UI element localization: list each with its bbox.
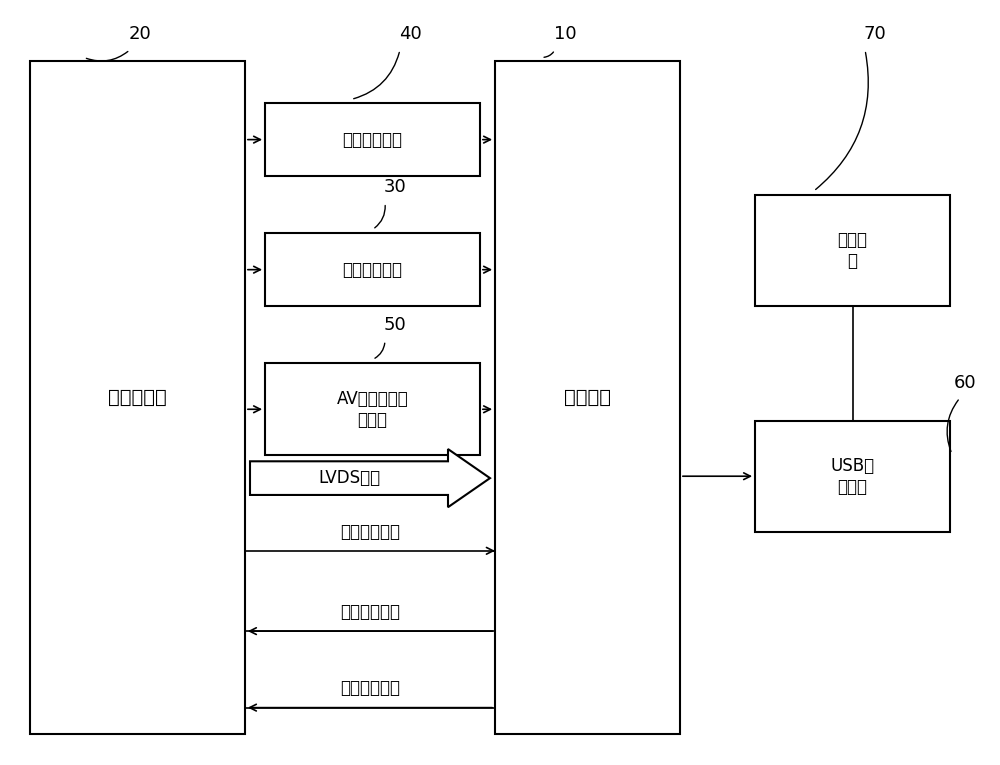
Bar xyxy=(265,103,480,176)
Text: 30: 30 xyxy=(384,178,406,197)
Text: AV输出信号采
集电路: AV输出信号采 集电路 xyxy=(337,390,408,428)
Bar xyxy=(495,61,680,734)
Text: 50: 50 xyxy=(384,316,406,334)
Text: 电视机机芯: 电视机机芯 xyxy=(108,389,167,407)
Text: 脉宽调制信号: 脉宽调制信号 xyxy=(340,522,400,541)
Text: 控制模块: 控制模块 xyxy=(564,389,611,407)
Text: 音频采集电路: 音频采集电路 xyxy=(342,131,402,148)
Text: USB传
输电路: USB传 输电路 xyxy=(830,457,875,496)
Bar xyxy=(30,61,245,734)
Bar xyxy=(755,195,950,306)
Text: 标准视频信号: 标准视频信号 xyxy=(340,679,400,698)
Text: 20: 20 xyxy=(129,25,151,44)
Text: 电压采集电路: 电压采集电路 xyxy=(342,261,402,278)
Text: LVDS信号: LVDS信号 xyxy=(318,469,380,487)
Text: 显示终
端: 显示终 端 xyxy=(838,231,868,270)
Bar xyxy=(265,233,480,306)
Text: 标准音频信号: 标准音频信号 xyxy=(340,603,400,621)
Text: 70: 70 xyxy=(864,25,886,44)
Text: 60: 60 xyxy=(954,373,976,392)
Text: 10: 10 xyxy=(554,25,576,44)
Bar xyxy=(755,421,950,532)
Bar xyxy=(265,363,480,455)
Text: 40: 40 xyxy=(399,25,421,44)
Polygon shape xyxy=(250,449,490,507)
